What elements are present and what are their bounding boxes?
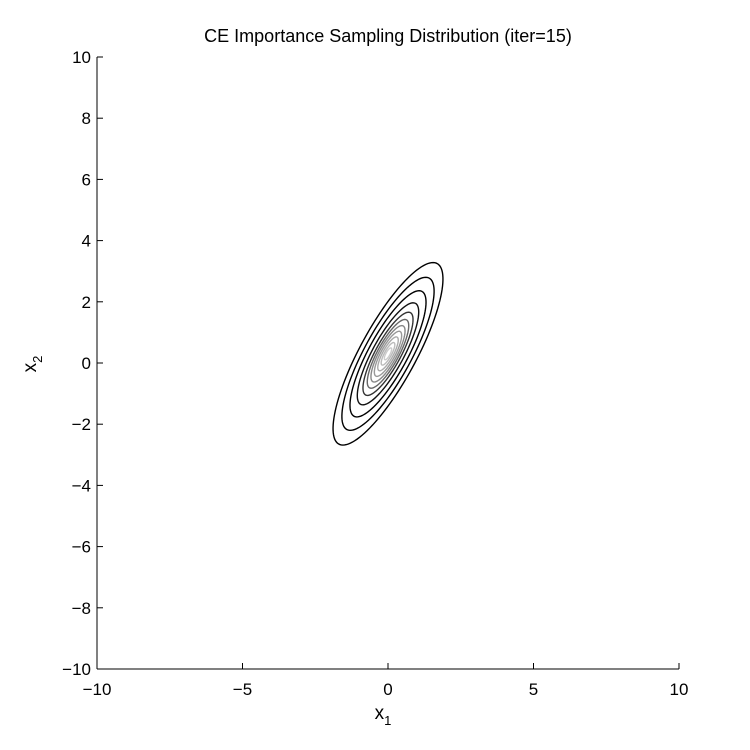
x-axis-label-base: x [375, 703, 385, 724]
x-axis-label: x1 [375, 703, 392, 728]
y-tick-label: 0 [82, 354, 91, 373]
contour-line-2 [341, 276, 435, 432]
y-tick-label: 8 [82, 109, 91, 128]
plot-area: −10 −5 0 5 10 −10 −8 −6 −4 −2 0 2 4 6 8 10 [62, 48, 688, 699]
y-tick-label: 2 [82, 293, 91, 312]
contour-line-9 [377, 336, 399, 372]
y-tick-label: −2 [72, 415, 91, 434]
y-axis-label-subscript: 2 [30, 356, 45, 363]
y-axis-label-base: x [20, 362, 41, 372]
x-tick-label: 0 [383, 680, 392, 699]
y-tick-label: 6 [82, 170, 91, 189]
y-tick-label: −8 [72, 599, 91, 618]
x-tick-label: −5 [233, 680, 252, 699]
contour-line-8 [373, 330, 403, 378]
x-tick-label: 10 [670, 680, 689, 699]
contour-line-5 [362, 311, 414, 397]
y-tick-label: −6 [72, 538, 91, 557]
y-tick-label: −4 [72, 476, 91, 495]
y-tick-label: 4 [82, 232, 91, 251]
contour-line-7 [370, 324, 406, 383]
y-tick-label: −10 [62, 660, 91, 679]
x-axis-label-subscript: 1 [384, 713, 391, 728]
y-axis-label: x2 [20, 356, 45, 373]
contour-line-4 [356, 302, 420, 406]
contour-line-3 [349, 290, 427, 418]
chart-title: CE Importance Sampling Distribution (ite… [204, 26, 572, 46]
x-tick-label: 5 [529, 680, 538, 699]
contour-line-11 [383, 347, 393, 361]
contour-line-10 [380, 341, 396, 366]
y-tick-label: 10 [72, 48, 91, 67]
y-ticks: −10 −8 −6 −4 −2 0 2 4 6 8 10 [62, 48, 103, 679]
x-ticks: −10 −5 0 5 10 [83, 663, 689, 699]
contour-lines [332, 261, 444, 446]
contour-line-6 [366, 318, 410, 389]
x-tick-label: −10 [83, 680, 112, 699]
contour-line-1 [332, 261, 444, 446]
